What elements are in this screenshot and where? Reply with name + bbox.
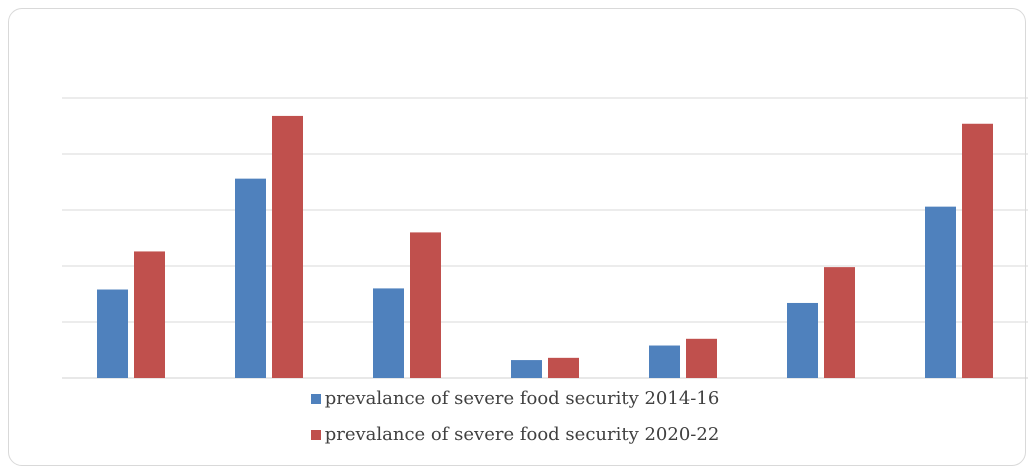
bars <box>97 115 993 379</box>
legend: prevalance of severe food security 2014-… <box>0 388 1034 446</box>
legend-item-2020-22: prevalance of severe food security 2020-… <box>310 424 720 446</box>
bar-2014-16-5 <box>649 345 680 378</box>
legend-swatch-2020-22 <box>310 430 321 440</box>
bar-2020-22-7 <box>962 123 993 378</box>
gridlines <box>62 97 1028 379</box>
bar-2020-22-2 <box>272 115 303 379</box>
bar-2020-22-6 <box>824 267 855 378</box>
bar-2020-22-4 <box>548 357 579 378</box>
bar-2020-22-1 <box>134 251 165 378</box>
bar-2014-16-3 <box>373 288 404 378</box>
bar-2014-16-1 <box>97 289 128 378</box>
legend-label-2020-22: prevalance of severe food security 2020-… <box>324 424 720 445</box>
bar-2014-16-2 <box>235 178 266 378</box>
legend-swatch-2014-16 <box>310 394 321 404</box>
bar-2014-16-7 <box>925 206 956 378</box>
bar-2014-16-4 <box>511 360 542 378</box>
legend-label-2014-16: prevalance of severe food security 2014-… <box>324 388 720 409</box>
bar-2014-16-6 <box>787 302 818 378</box>
bar-2020-22-3 <box>410 232 441 378</box>
bar-2020-22-5 <box>686 338 717 378</box>
chart-frame <box>8 8 1026 466</box>
legend-item-2014-16: prevalance of severe food security 2014-… <box>310 388 720 410</box>
